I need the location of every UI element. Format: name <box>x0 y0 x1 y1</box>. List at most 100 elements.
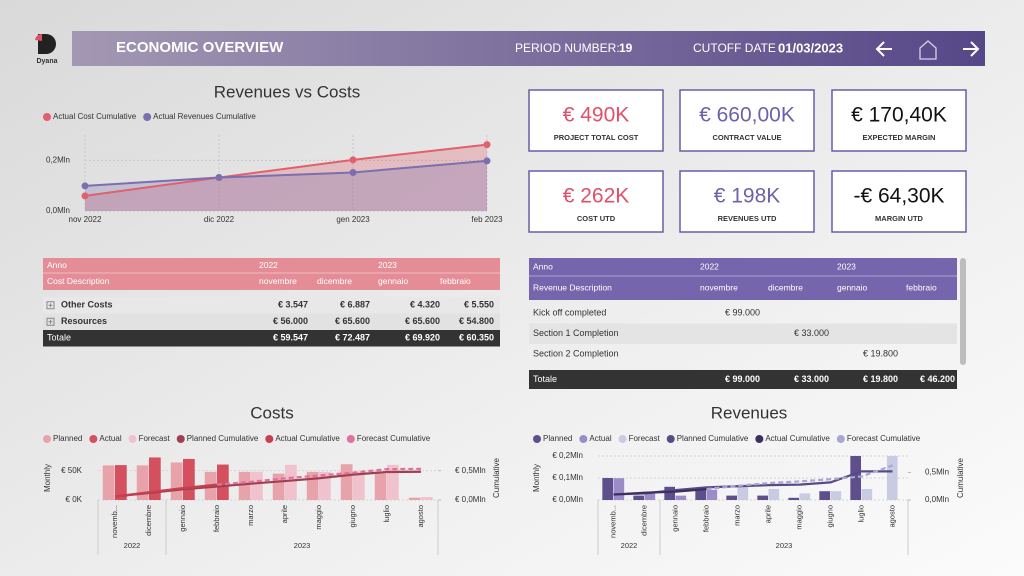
row-label: Section 2 Completion <box>533 349 619 359</box>
x-tick-label: giugno <box>348 505 357 528</box>
y-axis-title: Monthly <box>532 464 541 492</box>
series-line <box>706 464 893 491</box>
x-group-label: 2023 <box>294 541 311 550</box>
bar <box>115 465 127 500</box>
legend-marker <box>836 435 845 443</box>
column-header: novembre <box>700 282 738 292</box>
forward-button[interactable] <box>963 41 980 57</box>
x-group-label: 2022 <box>124 541 141 550</box>
chart-title: Costs <box>250 403 293 422</box>
bar <box>170 462 183 500</box>
total-cell: € 59.547 <box>273 333 308 343</box>
bar <box>353 471 365 500</box>
column-header: novembre <box>259 276 297 286</box>
cutoff-value: 01/03/2023 <box>778 40 843 55</box>
x-tick-label: aprile <box>280 505 289 523</box>
kpi-card <box>679 89 815 152</box>
cell: € 4.320 <box>410 300 440 310</box>
bar <box>613 478 625 500</box>
expand-icon[interactable] <box>46 317 55 326</box>
bar <box>183 458 195 500</box>
bar <box>306 471 319 500</box>
x-tick-label: gennaio <box>670 505 679 532</box>
y2-tick-label: 0,0Mln <box>925 495 949 504</box>
x-tick-label: luglio <box>856 505 865 523</box>
series-line <box>216 467 422 486</box>
x-tick-label: novemb... <box>110 505 119 538</box>
series-line <box>613 488 707 496</box>
expand-icon-plus <box>48 303 53 308</box>
bar <box>251 471 263 500</box>
y-tick-label: € 0,2Mln <box>552 451 583 460</box>
bar <box>675 495 687 500</box>
kpi-label: EXPECTED MARGIN <box>863 133 936 142</box>
bar <box>886 456 898 500</box>
legend-label: Forecast <box>629 434 661 443</box>
legend-label: Forecast Cumulative <box>847 434 921 443</box>
period-value: 19 <box>619 41 633 55</box>
x-tick-label: maggio <box>794 505 803 530</box>
year-header: Anno <box>533 261 553 271</box>
column-header: gennaio <box>837 282 868 292</box>
bar <box>387 464 399 500</box>
expand-icon-plus <box>48 319 53 324</box>
x-tick-label: feb 2023 <box>471 215 503 224</box>
legend-label: Actual Revenues Cumulative <box>153 112 256 121</box>
kpi-card <box>831 170 967 233</box>
point <box>483 157 491 165</box>
x-tick-label: novemb... <box>608 505 617 538</box>
bar <box>726 495 737 500</box>
kpi-value: € 490K <box>563 104 630 127</box>
total-cell: € 99.000 <box>725 374 760 384</box>
desc-header: Revenue Description <box>533 282 612 292</box>
y-tick-label: 0,0Mln <box>46 206 70 215</box>
legend-marker <box>43 113 51 121</box>
bar <box>850 456 861 500</box>
home-button[interactable] <box>919 40 937 60</box>
cell: € 33.000 <box>794 328 829 338</box>
bar <box>136 465 149 500</box>
series-line <box>84 143 488 197</box>
total-cell: € 72.487 <box>335 333 370 343</box>
kpi-label: CONTRACT VALUE <box>712 133 781 142</box>
year-label: 2022 <box>259 260 278 270</box>
expand-icon[interactable] <box>46 301 55 310</box>
legend-label: Actual Cumulative <box>765 434 830 443</box>
legend-label: Actual <box>99 434 121 443</box>
total-label: Totale <box>533 374 557 384</box>
bar <box>664 486 675 500</box>
x-tick-label: marzo <box>246 505 255 526</box>
y-tick-label: € 0,0Mln <box>552 495 583 504</box>
scrollbar[interactable] <box>960 258 966 365</box>
legend-label: Planned <box>543 434 572 443</box>
total-cell: € 33.000 <box>794 374 829 384</box>
cell: € 99.000 <box>725 308 760 318</box>
bar <box>799 493 811 500</box>
kpi-label: MARGIN UTD <box>875 214 923 223</box>
table-header <box>529 258 957 300</box>
bar <box>644 492 656 500</box>
kpi-value: € 262K <box>563 185 630 208</box>
row-stripe <box>529 323 957 344</box>
x-tick-label: maggio <box>314 505 323 530</box>
x-group-label: 2022 <box>621 541 638 550</box>
column-header: febbraio <box>440 276 471 286</box>
bar <box>633 495 644 500</box>
row-label: Resources <box>61 316 107 326</box>
bar <box>149 457 161 500</box>
x-group-label: 2023 <box>776 541 793 550</box>
bar <box>819 491 830 500</box>
kpi-card <box>528 170 664 233</box>
bar <box>217 464 229 500</box>
legend-label: Planned <box>53 434 82 443</box>
legend-marker <box>533 435 541 443</box>
bar <box>861 489 873 500</box>
kpi-value: € 198K <box>714 185 781 208</box>
kpi-card <box>528 89 664 152</box>
year-label: 2022 <box>700 261 719 271</box>
row-bg <box>43 313 500 330</box>
bar <box>602 478 613 500</box>
bar <box>408 497 421 500</box>
back-button[interactable] <box>875 41 892 57</box>
point <box>81 182 89 190</box>
